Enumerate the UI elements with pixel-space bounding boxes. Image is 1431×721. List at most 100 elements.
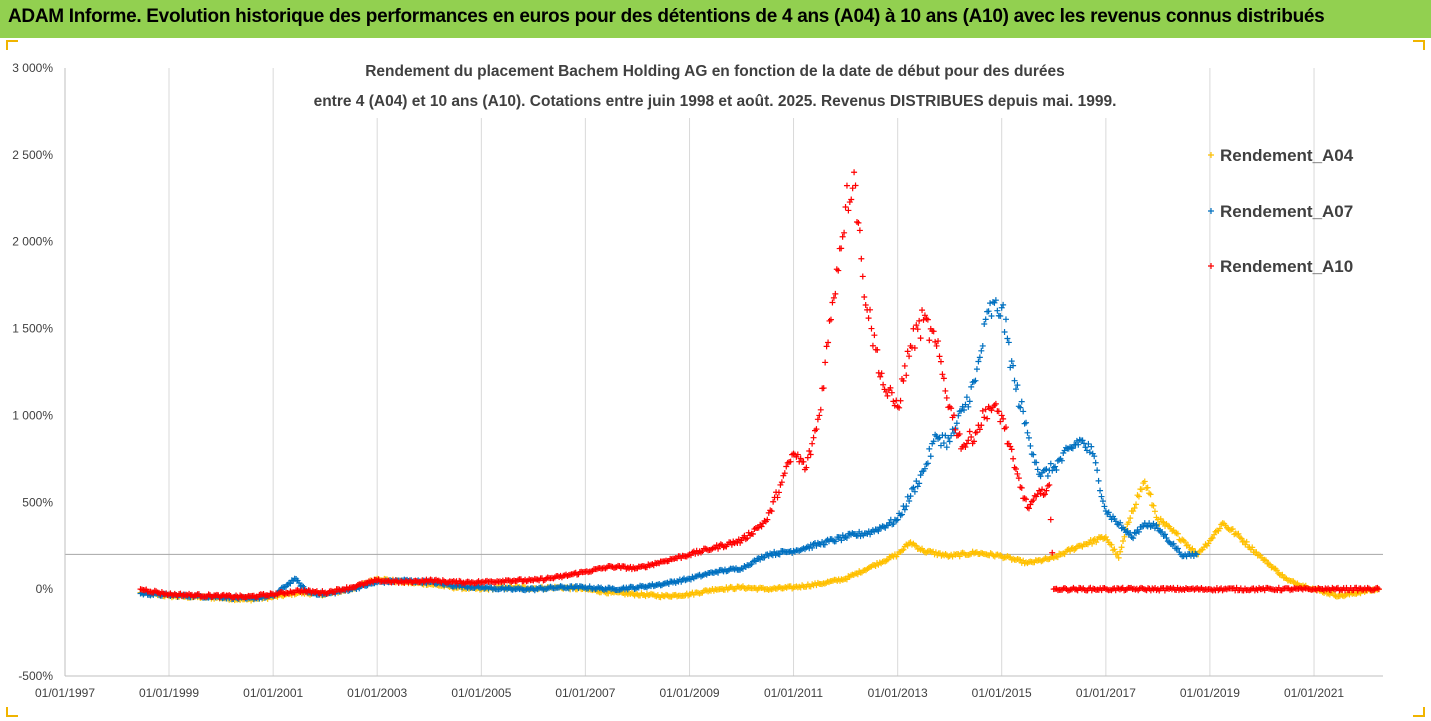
data-point [491,585,498,592]
data-point [982,316,989,323]
x-tick-label: 01/01/1999 [139,686,199,700]
data-point [888,389,895,396]
legend-label: Rendement_A04 [1220,146,1354,165]
data-point [1235,530,1242,537]
x-tick-label: 01/01/2015 [972,686,1032,700]
data-point [843,534,850,541]
y-tick-label: -500% [18,669,53,683]
data-point [932,431,939,438]
data-point [849,530,856,537]
data-point [806,448,813,455]
x-tick-label: 01/01/2003 [347,686,407,700]
data-point [900,377,907,384]
data-point [719,567,726,574]
data-point [1261,556,1268,563]
data-point [1174,530,1181,537]
data-point [1238,535,1245,542]
data-point [965,403,972,410]
data-point [304,588,311,595]
data-point [687,591,694,598]
data-point [534,576,541,583]
data-point [816,412,823,419]
data-point [890,398,897,405]
data-point [1135,528,1142,535]
y-tick-label: 2 000% [12,235,53,249]
data-point [994,307,1001,314]
x-tick-label: 01/01/2007 [555,686,615,700]
data-point [911,344,918,351]
data-point [937,358,944,365]
data-point [1098,493,1105,500]
data-point [1021,560,1028,567]
data-point [1033,459,1040,466]
data-point [1058,457,1065,464]
data-point [610,585,617,592]
data-point [852,182,859,189]
data-point [630,564,637,571]
data-point [861,293,868,300]
data-point [1041,491,1048,498]
data-point [735,536,742,543]
data-point [794,451,801,458]
data-point [1114,521,1121,528]
data-point [898,511,905,518]
data-point [1073,543,1080,550]
data-point [1053,466,1060,473]
data-point [814,579,821,586]
data-point [813,426,820,433]
data-point [603,564,610,571]
data-point [1253,549,1260,556]
data-point [923,461,930,468]
data-point [744,535,751,542]
data-point [646,582,653,589]
data-point [830,294,837,301]
data-point [1008,446,1015,453]
data-point [921,465,928,472]
legend-label: Rendement_A10 [1220,257,1353,276]
title-banner: ADAM Informe. Evolution historique des p… [0,0,1431,38]
data-point [1115,554,1122,561]
data-point [878,370,885,377]
data-point [422,577,429,584]
data-point [1054,554,1061,561]
data-point [841,229,848,236]
data-point [1002,424,1009,431]
data-point [1049,467,1056,474]
data-point [1240,538,1247,545]
frame-corner [1413,40,1425,50]
data-point [873,526,880,533]
data-point [398,578,405,585]
title-background [292,56,1152,118]
data-point [832,538,839,545]
data-point [1008,358,1015,365]
data-point [749,530,756,537]
data-point [833,266,840,273]
data-point [898,547,905,554]
data-point [765,587,772,594]
data-point [1133,530,1140,537]
x-tick-label: 01/01/2019 [1180,686,1240,700]
frame-corner [1413,707,1425,717]
data-point [817,406,824,413]
data-point [1147,523,1154,530]
data-point [1243,538,1250,545]
data-point [829,299,836,306]
data-point [845,573,852,580]
data-point [687,576,694,583]
data-point [1123,586,1130,593]
data-point [868,325,875,332]
data-point [632,585,639,592]
data-point [564,584,571,591]
data-point [508,578,515,585]
data-point [1150,520,1157,527]
data-point [1091,453,1098,460]
data-point [961,407,968,414]
data-point [1005,339,1012,346]
data-point [916,480,923,487]
data-point [1185,541,1192,548]
data-point [1273,567,1280,574]
data-point [1216,525,1223,532]
data-point [946,438,953,445]
data-point [972,377,979,384]
data-point [1001,425,1008,432]
